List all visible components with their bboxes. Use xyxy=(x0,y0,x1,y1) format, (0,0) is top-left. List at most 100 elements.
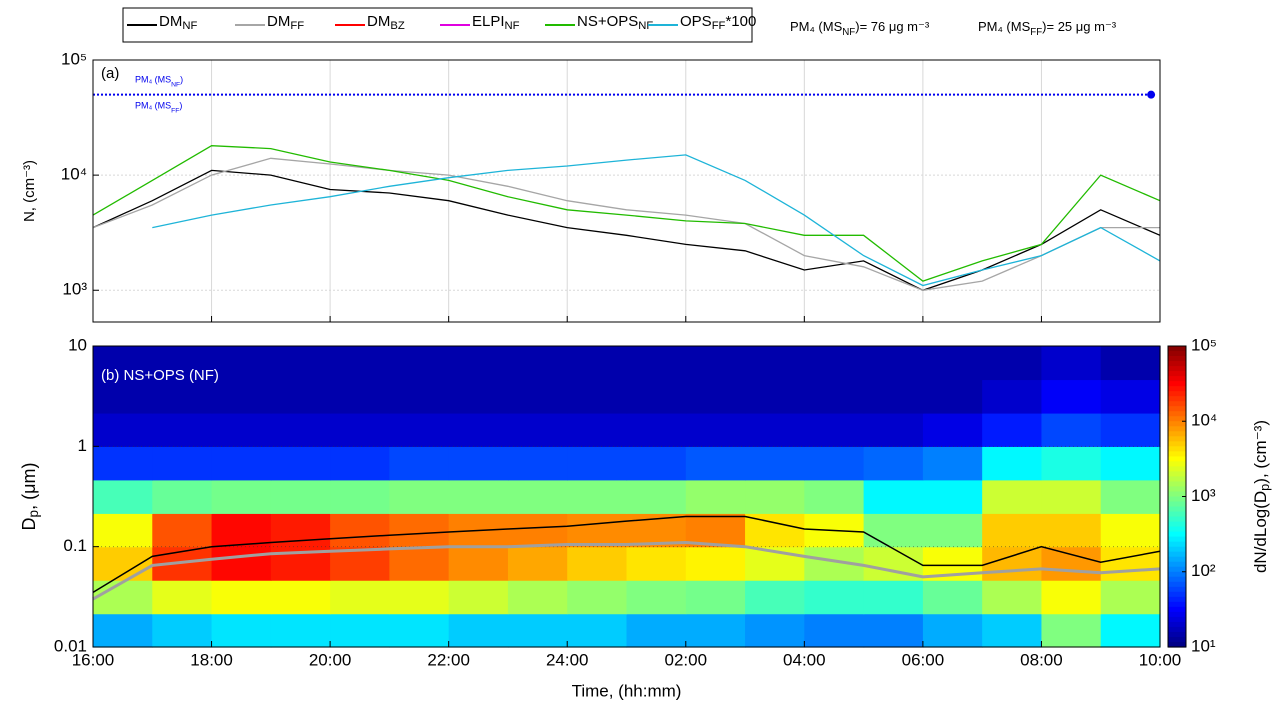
heatmap-cell xyxy=(863,346,924,381)
heatmap-cell xyxy=(330,613,390,648)
heatmap-cell xyxy=(270,479,331,514)
heatmap-cell xyxy=(1041,513,1102,548)
heatmap-cell xyxy=(567,546,628,581)
annotation-tail: )= 76 μg m⁻³ xyxy=(855,19,930,34)
heatmap-cell xyxy=(330,446,390,481)
heatmap-cell xyxy=(982,546,1043,581)
y-tick-label: 0.01 xyxy=(54,636,87,655)
heatmap-cell xyxy=(863,379,924,414)
y-tick-label: 1 xyxy=(78,436,87,455)
heatmap-cell xyxy=(626,613,687,648)
colorbar-segment xyxy=(1168,496,1186,503)
heatmap-cell xyxy=(507,412,568,447)
heatmap-cell xyxy=(1100,379,1161,414)
legend-label: ELPINF xyxy=(472,13,520,32)
heatmap-cell xyxy=(93,479,153,514)
colorbar-segment xyxy=(1168,381,1186,387)
legend-label: DMBZ xyxy=(367,13,405,32)
heatmap-cell xyxy=(1041,379,1102,414)
heatmap-cell xyxy=(922,479,983,514)
heatmap-cell xyxy=(745,613,805,648)
heatmap-cell xyxy=(922,446,983,481)
annotation-sub: FF xyxy=(1030,27,1042,38)
colorbar-segment xyxy=(1168,641,1186,648)
y-tick-label: 0.1 xyxy=(63,536,87,555)
series-line xyxy=(92,540,1161,601)
x-tick-label: 24:00 xyxy=(546,650,589,669)
heatmap-cell xyxy=(389,479,450,514)
y-tick-label: 10 xyxy=(68,335,87,354)
colorbar-segment xyxy=(1168,416,1186,422)
heatmap-cell xyxy=(270,346,331,381)
legend-label-main: OPS xyxy=(680,13,712,30)
heatmap-cell xyxy=(330,412,390,447)
heatmap-cell xyxy=(626,446,687,481)
colorbar-label-sub: p xyxy=(1257,484,1272,491)
legend-label-main: DM xyxy=(367,13,390,30)
colorbar-segment xyxy=(1168,501,1186,508)
heatmap-cell xyxy=(389,412,450,447)
reference-label: PM₄ (MSNF) xyxy=(135,75,183,88)
heatmap-cell xyxy=(507,546,568,581)
heatmap-cell xyxy=(211,580,272,615)
colorbar-tick-label: 10³ xyxy=(1191,486,1216,505)
colorbar-segment xyxy=(1168,601,1186,608)
colorbar-segment xyxy=(1168,351,1186,357)
heatmap-cell xyxy=(507,446,568,481)
legend-label-main: ELPI xyxy=(472,13,505,30)
colorbar-segment xyxy=(1168,616,1186,623)
heatmap-cell xyxy=(922,613,983,648)
heatmap-cell xyxy=(389,379,450,414)
heatmap-cell xyxy=(567,479,628,514)
reference-label: PM₄ (MSFF) xyxy=(135,101,182,114)
heatmap-cell xyxy=(1100,580,1161,615)
colorbar-segment xyxy=(1168,396,1186,402)
heatmap-cell xyxy=(626,379,687,414)
x-tick-label: 08:00 xyxy=(1020,650,1063,669)
heatmap-cell xyxy=(804,479,865,514)
heatmap-cell xyxy=(93,613,153,648)
panel-label: (b) NS+OPS (NF) xyxy=(101,367,219,384)
heatmap-cell xyxy=(270,613,331,648)
heatmap-cell xyxy=(863,412,924,447)
colorbar-segment xyxy=(1168,411,1186,417)
heatmap-cell xyxy=(507,346,568,381)
heatmap-cell xyxy=(745,346,805,381)
legend-label: DMFF xyxy=(267,13,304,32)
heatmap-cell xyxy=(448,446,509,481)
heatmap-cell xyxy=(389,613,450,648)
heatmap-cell xyxy=(448,412,509,447)
legend-label-sub: BZ xyxy=(390,20,405,32)
heatmap-cell xyxy=(389,446,450,481)
legend-label-sub: NF xyxy=(182,20,197,32)
legend-label-sub: FF xyxy=(712,20,726,32)
colorbar-segment xyxy=(1168,551,1186,558)
annotation-main: PM₄ (MS xyxy=(790,19,843,34)
plot-frame xyxy=(92,345,1161,648)
heatmap-cell xyxy=(1100,412,1161,447)
heatmap-cell xyxy=(1041,479,1102,514)
y-tick-label: 10⁵ xyxy=(61,49,87,68)
colorbar-segment xyxy=(1168,481,1186,488)
heatmap-cell xyxy=(685,346,746,381)
heatmap-cell xyxy=(211,346,272,381)
colorbar-tick-label: 10⁵ xyxy=(1191,335,1217,354)
heatmap-cell xyxy=(1041,580,1102,615)
colorbar-segment xyxy=(1168,466,1186,473)
heatmap-cell xyxy=(93,580,153,615)
legend-label: OPSFF*100 xyxy=(680,13,756,32)
heatmap-cell xyxy=(330,580,390,615)
colorbar-segment xyxy=(1168,441,1186,447)
legend-label-sub: FF xyxy=(290,20,304,32)
x-tick-label: 20:00 xyxy=(309,650,352,669)
heatmap-cell xyxy=(1041,546,1102,581)
colorbar-segment xyxy=(1168,456,1186,462)
heatmap-cell xyxy=(863,613,924,648)
colorbar-segment xyxy=(1168,631,1186,638)
heatmap-cell xyxy=(1041,346,1102,381)
heatmap-cell xyxy=(211,479,272,514)
y-axis-label-sub: p xyxy=(26,510,41,518)
heatmap-cell xyxy=(804,379,865,414)
colorbar-segment xyxy=(1168,431,1186,437)
heatmap-cell xyxy=(389,546,450,581)
